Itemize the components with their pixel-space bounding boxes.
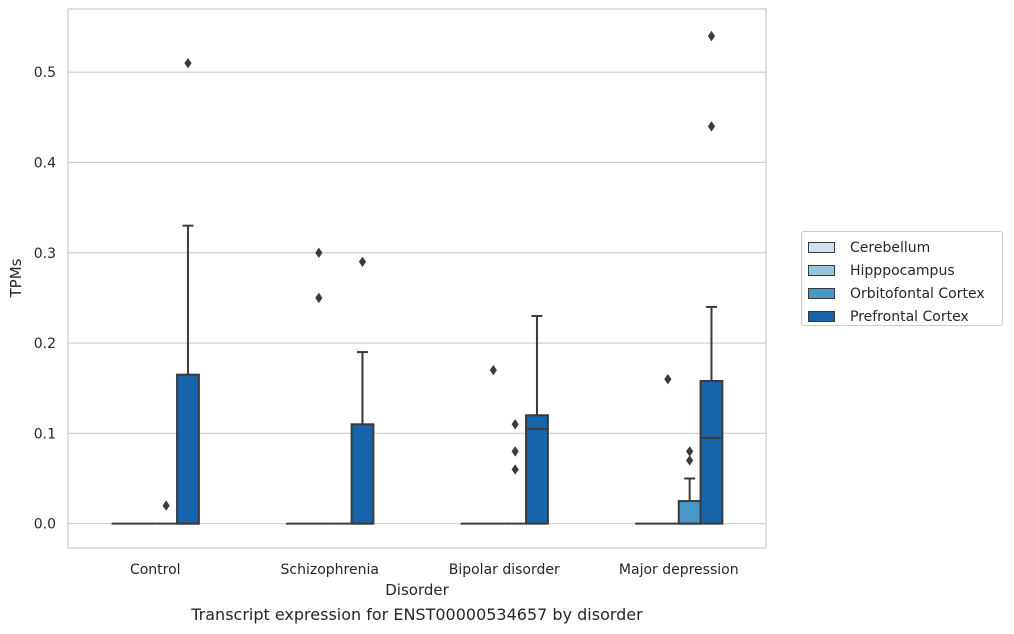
outlier-point xyxy=(511,446,519,457)
outlier-point xyxy=(707,121,716,132)
y-tick-label: 0.5 xyxy=(34,65,56,81)
outlier-point xyxy=(511,464,519,475)
box-hipppocampus xyxy=(307,247,330,525)
legend-swatch xyxy=(808,242,835,253)
figure-caption: Transcript expression for ENST0000053465… xyxy=(191,605,643,624)
outlier-point xyxy=(511,419,519,430)
box-body xyxy=(677,500,702,525)
legend-label: Cerebellum xyxy=(850,239,931,256)
outlier-point xyxy=(315,292,323,304)
y-tick-label: 0.1 xyxy=(34,426,56,442)
outlier-point xyxy=(489,364,497,376)
y-tick-label: 0.3 xyxy=(34,246,56,262)
legend-label: Prefrontal Cortex xyxy=(850,308,969,325)
box-prefrontal-cortex xyxy=(176,57,200,525)
x-tick-label: Control xyxy=(130,562,181,578)
legend-item-hippocampus: Hipppocampus xyxy=(808,259,1002,282)
box-orbitofontal-cortex xyxy=(155,500,178,525)
outlier-point xyxy=(184,57,192,69)
box-orbitofontal-cortex xyxy=(677,446,702,525)
box-prefrontal-cortex xyxy=(350,256,375,525)
x-tick-label: Bipolar disorder xyxy=(449,562,560,578)
legend-swatch xyxy=(808,265,835,276)
x-tick-label: Schizophrenia xyxy=(281,562,379,578)
box-body xyxy=(699,379,724,525)
box-orbitofontal-cortex xyxy=(504,419,527,525)
box-hipppocampus xyxy=(482,364,505,525)
outlier-point xyxy=(315,247,323,258)
legend-item-prefrontal-cortex: Prefrontal Cortex xyxy=(808,305,1002,328)
box-hipppocampus xyxy=(656,373,679,525)
legend-swatch xyxy=(808,288,835,299)
y-tick-label: 0.2 xyxy=(34,336,56,352)
plot-area xyxy=(68,9,766,548)
legend-label: Orbitofontal Cortex xyxy=(850,285,985,302)
x-tick-labels: Control Schizophrenia Bipolar disorder Majo… xyxy=(130,562,739,578)
y-axis-title: TPMs xyxy=(7,258,25,298)
legend-item-orbitofrontal-cortex: Orbitofontal Cortex xyxy=(808,282,1002,305)
box-body xyxy=(525,414,549,525)
y-tick-label: 0.4 xyxy=(34,155,56,171)
outlier-point xyxy=(664,373,672,385)
plot-frame xyxy=(67,8,767,549)
x-axis-title: Disorder xyxy=(385,581,449,599)
box-prefrontal-cortex xyxy=(699,30,724,525)
y-tick-label: 0.0 xyxy=(34,517,56,533)
legend-item-cerebellum: Cerebellum xyxy=(808,236,1002,259)
outlier-point xyxy=(707,30,716,42)
box-series xyxy=(111,30,724,525)
outlier-point xyxy=(686,455,694,466)
box-prefrontal-cortex xyxy=(525,314,549,525)
box-body xyxy=(176,373,200,525)
legend: Cerebellum Hipppocampus Orbitofontal Cor… xyxy=(801,231,1003,326)
outlier-point xyxy=(358,256,367,267)
legend-swatch xyxy=(808,311,835,322)
outlier-point xyxy=(162,500,170,511)
outlier-point xyxy=(686,446,694,457)
legend-label: Hipppocampus xyxy=(850,262,955,279)
x-tick-label: Major depression xyxy=(619,562,739,578)
y-tick-labels: 0.0 0.1 0.2 0.3 0.4 0.5 xyxy=(34,65,56,532)
box-body xyxy=(350,423,375,525)
